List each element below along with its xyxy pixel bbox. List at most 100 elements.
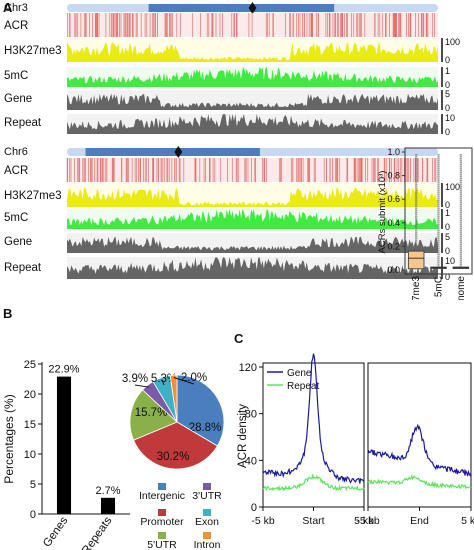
y-tick-label: 0.8 [387,171,400,181]
y-tick-label: 1.0 [387,147,400,157]
series-line-gene [367,423,472,477]
percentages-bar-chart: 0 5 10 15 20 25 Percentages (%) 22.9% Genes 2.7% R… [2,359,130,550]
panel-letter-a: A [3,0,13,15]
legend-label: 3'UTR [192,490,222,502]
track-label: ACR [4,20,28,32]
track-label: 5mC [4,70,28,82]
scale-min-label: 0 [445,103,450,113]
scale-max-label: 100 [445,37,460,47]
y-tick-label: 0.6 [387,194,400,204]
y-tick-label: 120 [239,362,257,374]
category-label: 5mC [434,276,445,297]
legend-swatch [158,532,166,539]
slice-label: 2.0% [181,372,207,384]
category-label: Repeats [80,515,115,550]
series-line-repeat [262,473,365,492]
track-label: 5mC [4,212,28,224]
signal-area [67,42,438,62]
legend-label: 5'UTR [147,539,177,550]
y-tick-label: 15 [24,419,36,431]
acr-ticks [66,13,435,37]
scale-max-label: 100 [445,182,460,192]
y-axis-label: ACRs submit (x10³) [377,171,388,254]
series-line-repeat [367,473,472,490]
scale-min-label: 0 [445,127,450,137]
signal-area [67,209,438,229]
track-label: Repeat [4,262,42,274]
scale-max-label: 10 [445,113,455,123]
chromosome-arm [148,4,335,12]
scale-min-label: 0 [445,200,450,210]
pie-slice [169,374,178,423]
y-tick-label: 0.2 [387,241,400,251]
slice-label: 15.7% [135,407,168,419]
track-label: H3K27me3 [4,45,62,57]
scale-max-label: 5 [445,232,450,242]
legend-swatch [203,483,211,490]
bar-value-label: 22.9% [48,364,79,376]
legend-swatch [203,532,211,539]
y-tick-label: 0.0 [387,265,400,275]
x-tick-label: End [410,515,429,527]
scale-min-label: 0 [445,222,450,232]
signal-area [67,93,438,110]
slice-label: 30.2% [157,451,190,463]
track-label: Repeat [4,117,42,129]
category-label: Genes [41,515,70,550]
legend-label: Promoter [140,516,184,528]
box [407,250,425,270]
legend-label: Intergenic [139,490,185,502]
slice-label: 28.8% [189,422,222,434]
signal-area [67,236,438,253]
x-tick-label: -5 kb [356,515,380,527]
acr-boxplot-chart: 0.0 0.2 0.4 0.6 0.8 1.0 ACRs submit (x10³) H3K2… [377,147,473,300]
subplot-frame [367,362,472,508]
pie-slice [176,374,225,447]
category-label: Genome [456,276,467,300]
legend-swatch [158,483,166,490]
y-tick-label: 5 [30,479,36,491]
pie-slice [133,421,218,470]
bar [100,497,116,514]
legend-label: Intron [194,539,221,550]
acr-pie-chart: 28.8%30.2%15.7%3.9% 5.3% 2.0%Intergenic 3'U… [122,372,225,550]
scale-max-label: 5 [445,89,450,99]
y-tick-label: 0.4 [387,218,400,228]
acr-track-bg [67,158,438,182]
y-tick-label: 0 [30,509,36,521]
legend-swatch [203,509,211,516]
y-tick-label: 80 [245,409,257,421]
scale-min-label: 0 [445,246,450,256]
pie-slice [129,389,178,441]
chromosome-arm [85,148,260,156]
category-label: H3K27me3 [411,276,422,300]
bar-value-label: 2.7% [95,485,120,497]
signal-area [67,67,438,87]
y-tick-label: 25 [24,359,36,371]
track-label: Gene [4,93,32,105]
y-tick-label: 40 [245,455,257,467]
x-tick-label: 5 kb [354,515,374,527]
panel-letter-c: C [234,331,244,346]
track-label: ACR [4,165,28,177]
scale-min-label: 0 [445,272,450,282]
scale-max-label: 1 [445,66,450,76]
signal-area [67,257,438,279]
x-tick-label: 5 kb [461,515,474,527]
legend-label: Exon [195,516,219,528]
scale-max-label: 10 [445,256,455,266]
acr-track-bg [67,13,438,37]
y-tick-label: 10 [24,449,36,461]
slice-label: 3.9% [122,373,148,385]
scale-min-label: 0 [445,80,450,90]
acr-ticks [66,158,437,182]
x-tick-label: Start [302,515,324,527]
plot-frame [404,147,473,275]
signal-area [67,187,438,207]
legend-label: Repeat [287,381,319,392]
legend-label: Gene [287,368,312,379]
leader-line [161,379,165,386]
x-tick-label: -5 kb [251,515,275,527]
